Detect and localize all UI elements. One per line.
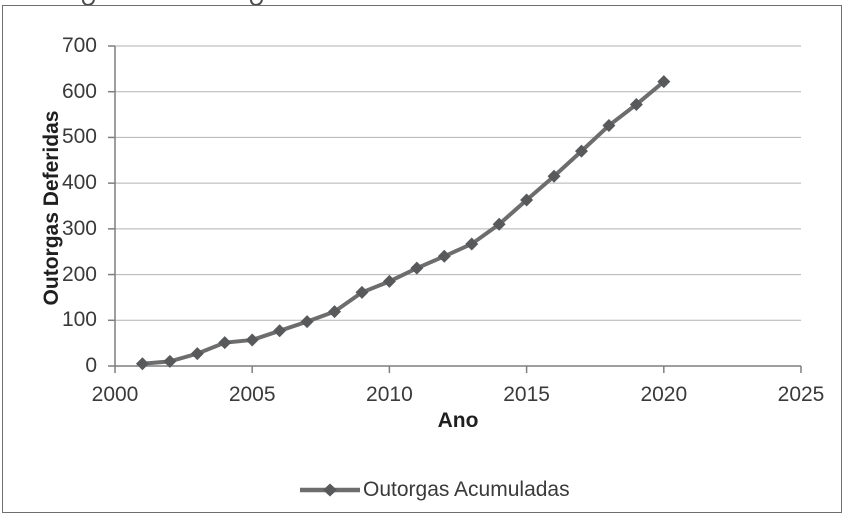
data-point-2004 [218, 336, 232, 350]
data-point-2001 [135, 357, 149, 371]
y-axis-title: Outorgas Deferidas [40, 110, 63, 306]
legend-diamond-icon [323, 483, 337, 497]
y-tick-label-700: 700 [61, 34, 97, 57]
legend-label: Outorgas Acumuladas [363, 478, 570, 501]
x-tick-label-2005: 2005 [228, 383, 276, 406]
y-tick-label-100: 100 [61, 308, 97, 332]
data-point-2006 [273, 324, 287, 338]
data-point-2011 [410, 261, 424, 275]
data-point-2012 [437, 249, 451, 263]
data-point-2013 [465, 237, 479, 251]
data-point-2019 [629, 98, 643, 112]
data-point-2008 [328, 305, 342, 319]
y-tick-label-400: 400 [61, 171, 97, 195]
legend-series-marker-icon [300, 483, 360, 497]
x-tick-label-2025: 2025 [777, 383, 825, 406]
data-point-2009 [355, 285, 369, 299]
x-tick-label-2010: 2010 [366, 383, 413, 406]
data-point-2018 [602, 119, 616, 133]
data-point-2014 [492, 217, 506, 231]
data-point-2017 [574, 144, 588, 158]
x-tick-label-2000: 2000 [91, 383, 139, 406]
data-point-2016 [547, 169, 561, 183]
data-point-2005 [245, 333, 259, 347]
data-point-2020 [657, 75, 671, 89]
data-point-2015 [520, 193, 534, 207]
x-tick-label-2020: 2020 [640, 383, 688, 406]
y-tick-label-200: 200 [61, 262, 97, 286]
y-tick-label-600: 600 [61, 79, 97, 103]
series-line-outorgas-acumuladas [142, 80, 666, 366]
y-tick-label-500: 500 [61, 125, 97, 149]
legend: Outorgas Acumuladas [299, 477, 570, 503]
data-point-2002 [163, 354, 177, 368]
x-axis-title: Ano [437, 409, 479, 432]
y-tick-label-0: 0 [85, 354, 97, 377]
data-point-2007 [300, 315, 314, 329]
x-tick-label-2015: 2015 [503, 383, 550, 406]
y-tick-label-300: 300 [61, 216, 97, 240]
data-point-2003 [190, 347, 204, 361]
data-point-2010 [382, 274, 396, 288]
